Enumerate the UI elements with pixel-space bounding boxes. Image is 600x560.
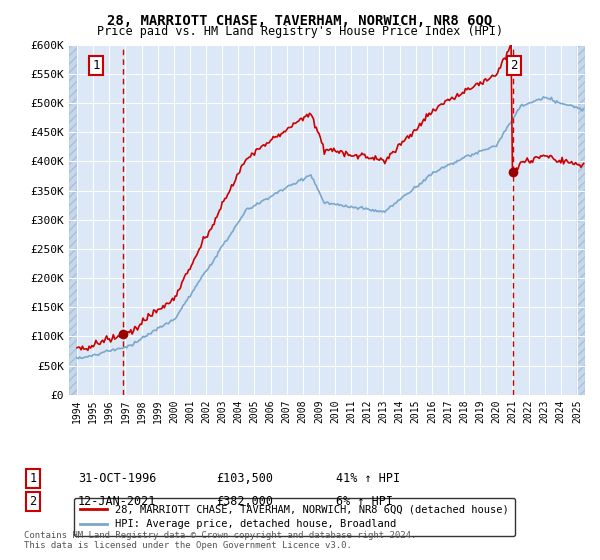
Text: 1: 1 bbox=[29, 472, 37, 486]
Text: 28, MARRIOTT CHASE, TAVERHAM, NORWICH, NR8 6QQ: 28, MARRIOTT CHASE, TAVERHAM, NORWICH, N… bbox=[107, 14, 493, 28]
Text: 41% ↑ HPI: 41% ↑ HPI bbox=[336, 472, 400, 486]
Bar bbox=[577, 45, 585, 395]
Legend: 28, MARRIOTT CHASE, TAVERHAM, NORWICH, NR8 6QQ (detached house), HPI: Average pr: 28, MARRIOTT CHASE, TAVERHAM, NORWICH, N… bbox=[74, 498, 515, 536]
Bar bbox=[69, 45, 77, 395]
Text: 6% ↑ HPI: 6% ↑ HPI bbox=[336, 494, 393, 508]
Text: £103,500: £103,500 bbox=[216, 472, 273, 486]
Text: 31-OCT-1996: 31-OCT-1996 bbox=[78, 472, 157, 486]
Text: 2: 2 bbox=[29, 494, 37, 508]
Text: Contains HM Land Registry data © Crown copyright and database right 2024.
This d: Contains HM Land Registry data © Crown c… bbox=[24, 530, 416, 550]
Text: £382,000: £382,000 bbox=[216, 494, 273, 508]
Text: 2: 2 bbox=[510, 59, 518, 72]
Text: Price paid vs. HM Land Registry's House Price Index (HPI): Price paid vs. HM Land Registry's House … bbox=[97, 25, 503, 38]
Text: 1: 1 bbox=[92, 59, 100, 72]
Text: 12-JAN-2021: 12-JAN-2021 bbox=[78, 494, 157, 508]
